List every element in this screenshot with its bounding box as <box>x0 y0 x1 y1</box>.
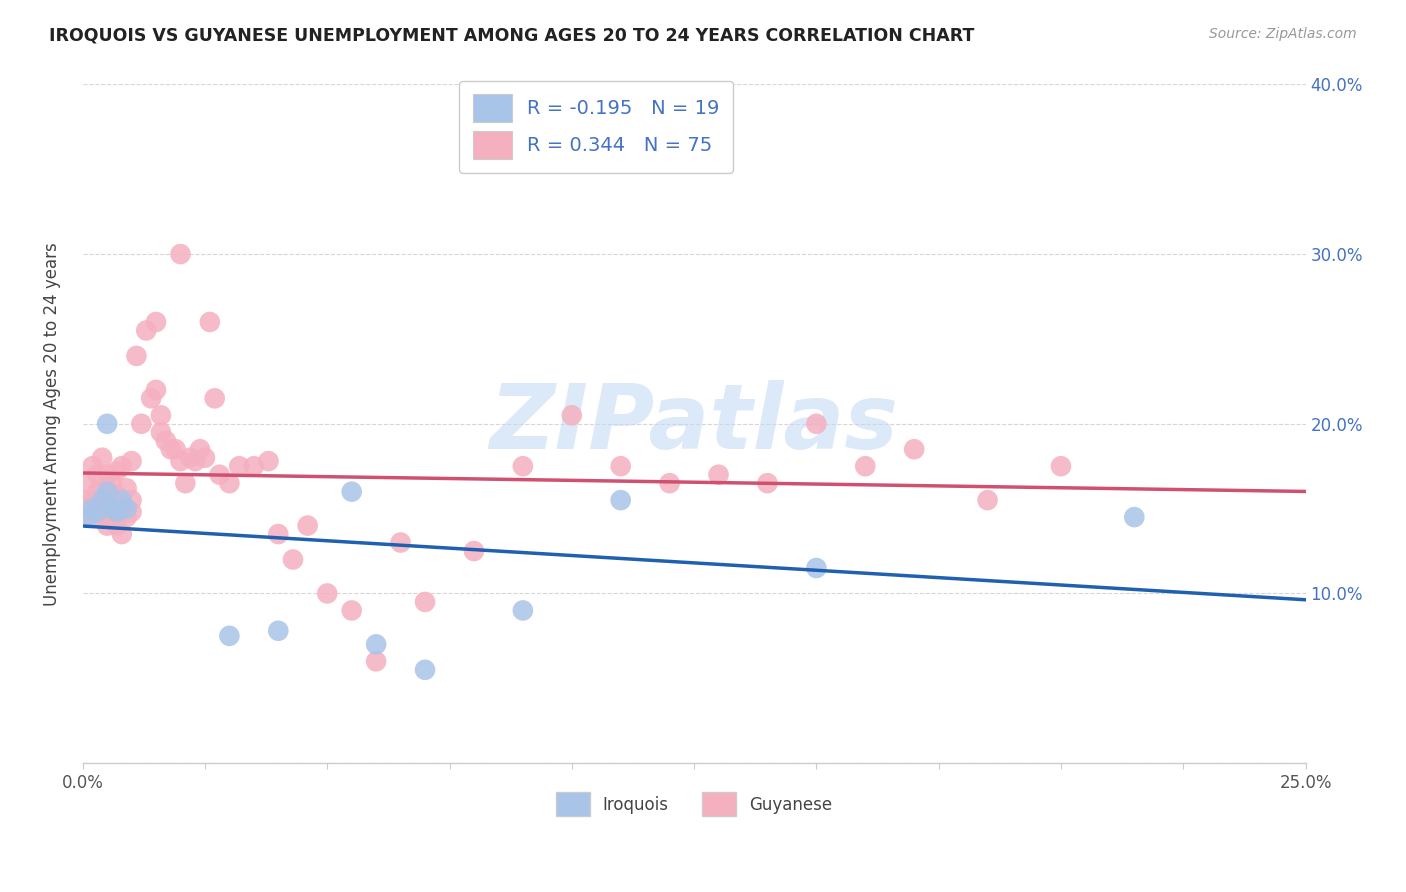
Point <box>96 505 118 519</box>
Point <box>228 459 250 474</box>
Point <box>316 586 339 600</box>
Point <box>105 488 128 502</box>
Point <box>976 493 998 508</box>
Point <box>91 493 114 508</box>
Point <box>267 624 290 638</box>
Point <box>82 493 104 508</box>
Point <box>101 476 124 491</box>
Point <box>115 481 138 495</box>
Point <box>145 383 167 397</box>
Point <box>91 493 114 508</box>
Point <box>297 518 319 533</box>
Point <box>561 409 583 423</box>
Point <box>512 459 534 474</box>
Text: IROQUOIS VS GUYANESE UNEMPLOYMENT AMONG AGES 20 TO 24 YEARS CORRELATION CHART: IROQUOIS VS GUYANESE UNEMPLOYMENT AMONG … <box>49 27 974 45</box>
Point <box>218 476 240 491</box>
Point <box>82 501 104 516</box>
Point <box>115 510 138 524</box>
Point <box>91 450 114 465</box>
Point <box>101 501 124 516</box>
Point <box>149 409 172 423</box>
Point <box>86 505 108 519</box>
Point <box>96 417 118 431</box>
Point <box>96 518 118 533</box>
Point <box>111 493 134 508</box>
Point <box>96 484 118 499</box>
Point <box>135 323 157 337</box>
Point <box>853 459 876 474</box>
Point <box>281 552 304 566</box>
Point <box>1123 510 1146 524</box>
Point <box>139 392 162 406</box>
Point <box>82 510 104 524</box>
Point <box>111 501 134 516</box>
Point <box>389 535 412 549</box>
Point <box>267 527 290 541</box>
Point <box>198 315 221 329</box>
Point <box>121 505 143 519</box>
Point <box>76 493 98 508</box>
Point <box>903 442 925 457</box>
Point <box>86 493 108 508</box>
Point <box>1050 459 1073 474</box>
Point <box>96 481 118 495</box>
Point <box>91 510 114 524</box>
Point <box>145 315 167 329</box>
Point <box>121 454 143 468</box>
Point <box>82 459 104 474</box>
Point <box>76 476 98 491</box>
Point <box>413 595 436 609</box>
Point <box>165 442 187 457</box>
Point <box>208 467 231 482</box>
Point <box>218 629 240 643</box>
Point <box>609 493 631 508</box>
Point <box>115 501 138 516</box>
Point <box>204 392 226 406</box>
Text: Source: ZipAtlas.com: Source: ZipAtlas.com <box>1209 27 1357 41</box>
Point <box>125 349 148 363</box>
Point <box>86 505 108 519</box>
Point <box>188 442 211 457</box>
Point <box>413 663 436 677</box>
Point <box>806 417 828 431</box>
Point <box>463 544 485 558</box>
Point <box>658 476 681 491</box>
Point <box>76 510 98 524</box>
Point <box>184 454 207 468</box>
Point <box>366 637 388 651</box>
Legend: Iroquois, Guyanese: Iroquois, Guyanese <box>550 786 838 822</box>
Point <box>169 454 191 468</box>
Point <box>121 493 143 508</box>
Point <box>194 450 217 465</box>
Point <box>179 450 201 465</box>
Text: ZIPatlas: ZIPatlas <box>489 380 898 467</box>
Point <box>174 476 197 491</box>
Point <box>169 247 191 261</box>
Point <box>105 505 128 519</box>
Point <box>96 467 118 482</box>
Point <box>131 417 153 431</box>
Point <box>105 518 128 533</box>
Point <box>111 459 134 474</box>
Point <box>101 493 124 508</box>
Point <box>340 484 363 499</box>
Point <box>257 454 280 468</box>
Point <box>159 442 181 457</box>
Point <box>105 464 128 478</box>
Point <box>101 510 124 524</box>
Point <box>340 603 363 617</box>
Point <box>86 484 108 499</box>
Point <box>756 476 779 491</box>
Point <box>86 467 108 482</box>
Y-axis label: Unemployment Among Ages 20 to 24 years: Unemployment Among Ages 20 to 24 years <box>44 242 60 606</box>
Point <box>707 467 730 482</box>
Point <box>512 603 534 617</box>
Point <box>111 527 134 541</box>
Point <box>806 561 828 575</box>
Point <box>155 434 177 448</box>
Point <box>243 459 266 474</box>
Point <box>609 459 631 474</box>
Point <box>149 425 172 440</box>
Point <box>366 654 388 668</box>
